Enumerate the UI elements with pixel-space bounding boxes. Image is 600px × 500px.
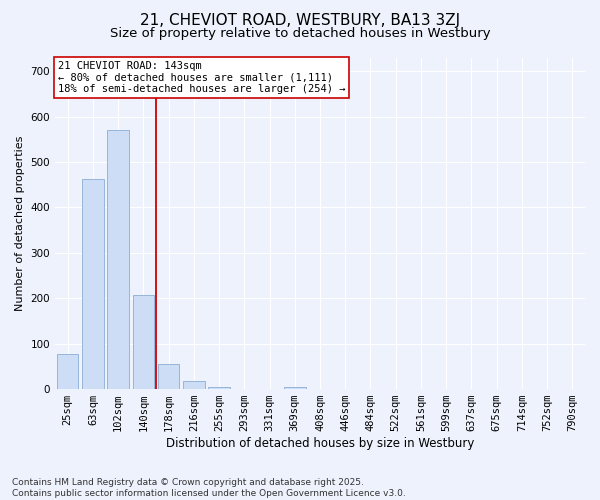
Text: 21, CHEVIOT ROAD, WESTBURY, BA13 3ZJ: 21, CHEVIOT ROAD, WESTBURY, BA13 3ZJ bbox=[140, 12, 460, 28]
Bar bbox=[183, 381, 205, 389]
Text: Contains HM Land Registry data © Crown copyright and database right 2025.
Contai: Contains HM Land Registry data © Crown c… bbox=[12, 478, 406, 498]
Bar bbox=[82, 179, 104, 389]
Text: 21 CHEVIOT ROAD: 143sqm
← 80% of detached houses are smaller (1,111)
18% of semi: 21 CHEVIOT ROAD: 143sqm ← 80% of detache… bbox=[58, 61, 345, 94]
Y-axis label: Number of detached properties: Number of detached properties bbox=[15, 136, 25, 311]
Bar bbox=[284, 387, 305, 389]
Bar bbox=[158, 364, 179, 389]
Text: Size of property relative to detached houses in Westbury: Size of property relative to detached ho… bbox=[110, 28, 490, 40]
Bar bbox=[107, 130, 129, 389]
Bar bbox=[133, 295, 154, 389]
Bar bbox=[57, 354, 79, 389]
Bar bbox=[208, 387, 230, 389]
X-axis label: Distribution of detached houses by size in Westbury: Distribution of detached houses by size … bbox=[166, 437, 474, 450]
